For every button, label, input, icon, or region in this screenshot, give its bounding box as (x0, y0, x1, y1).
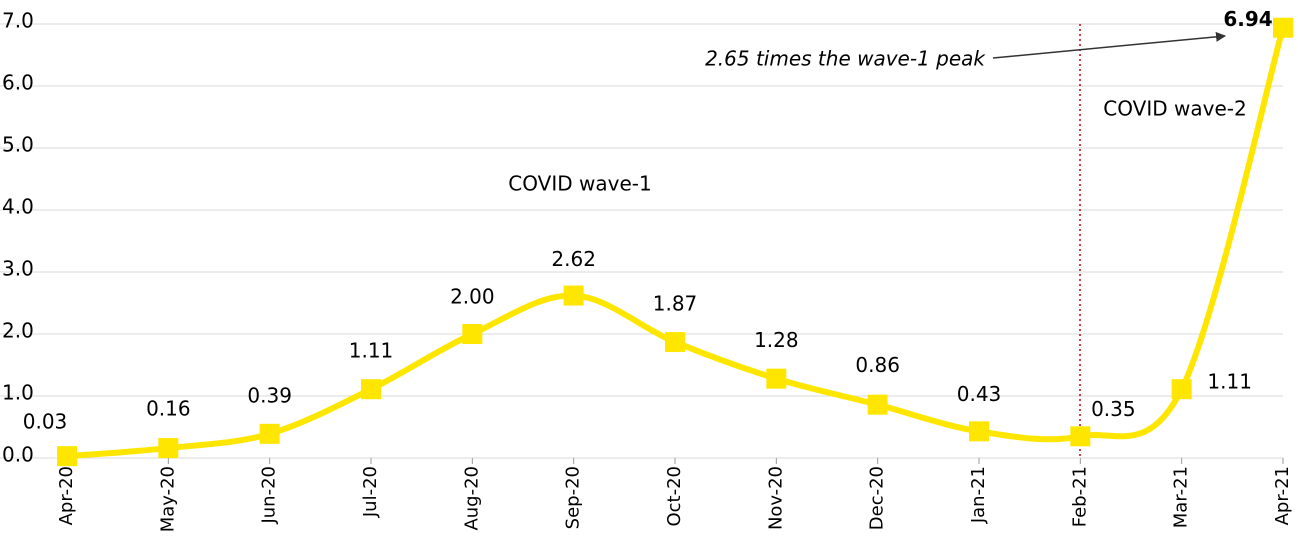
data-label: 0.86 (855, 353, 900, 377)
x-tick-label: Sep-20 (563, 466, 584, 529)
marker (563, 285, 584, 306)
marker (665, 332, 685, 353)
annotation: 2.65 times the wave-1 peak (705, 47, 986, 71)
y-tick-label: 1.0 (2, 381, 34, 405)
y-tick-label: 2.0 (2, 319, 34, 343)
marker (462, 324, 483, 344)
data-label: 0.35 (1091, 397, 1136, 421)
y-tick-label: 7.0 (2, 9, 34, 33)
x-tick-label: Jan-21 (968, 466, 989, 524)
x-tick-label: Dec-20 (867, 466, 888, 530)
x-tick-label: Jul-20 (360, 466, 381, 518)
x-tick-label: Oct-20 (664, 466, 685, 527)
y-tick-label: 5.0 (2, 133, 34, 157)
marker (766, 368, 787, 389)
x-tick-label: Jun-20 (259, 466, 280, 525)
data-label: 2.62 (551, 247, 596, 271)
grid (0, 23, 1283, 459)
x-tick-label: Aug-20 (461, 466, 482, 531)
x-tick-label: Nov-20 (765, 466, 786, 530)
data-label: 6.94 (1223, 7, 1272, 31)
marker (1171, 379, 1192, 400)
x-tick-label: Feb-21 (1069, 466, 1090, 527)
marker (969, 421, 989, 442)
data-label: 0.16 (146, 397, 191, 421)
y-tick-label: 6.0 (2, 71, 34, 95)
data-label: 1.28 (754, 328, 799, 352)
marker (158, 438, 179, 459)
x-tick-label: May-20 (157, 466, 178, 532)
data-label: 0.03 (23, 410, 68, 434)
y-tick-label: 3.0 (2, 257, 34, 281)
annotation: COVID wave-2 (1103, 97, 1246, 121)
x-tick-label: Apr-21 (1272, 466, 1293, 525)
data-label: 1.87 (653, 292, 698, 316)
marker (57, 446, 77, 467)
marker (361, 379, 381, 400)
marker (259, 423, 280, 444)
marker (1070, 426, 1091, 447)
annotation-arrow (992, 31, 1226, 59)
y-tick-label: 4.0 (2, 195, 34, 219)
data-label: 1.11 (349, 339, 394, 363)
marker (1273, 17, 1293, 38)
x-tick-label: Apr-20 (56, 466, 77, 525)
y-tick-label: 0.0 (2, 443, 34, 467)
data-label: 0.43 (957, 382, 1002, 406)
data-label: 0.39 (247, 383, 292, 407)
data-label: 2.00 (450, 285, 495, 309)
x-tick-label: Mar-21 (1171, 466, 1192, 528)
marker (867, 394, 888, 415)
data-label: 1.11 (1207, 370, 1252, 394)
annotation: COVID wave-1 (508, 172, 651, 196)
